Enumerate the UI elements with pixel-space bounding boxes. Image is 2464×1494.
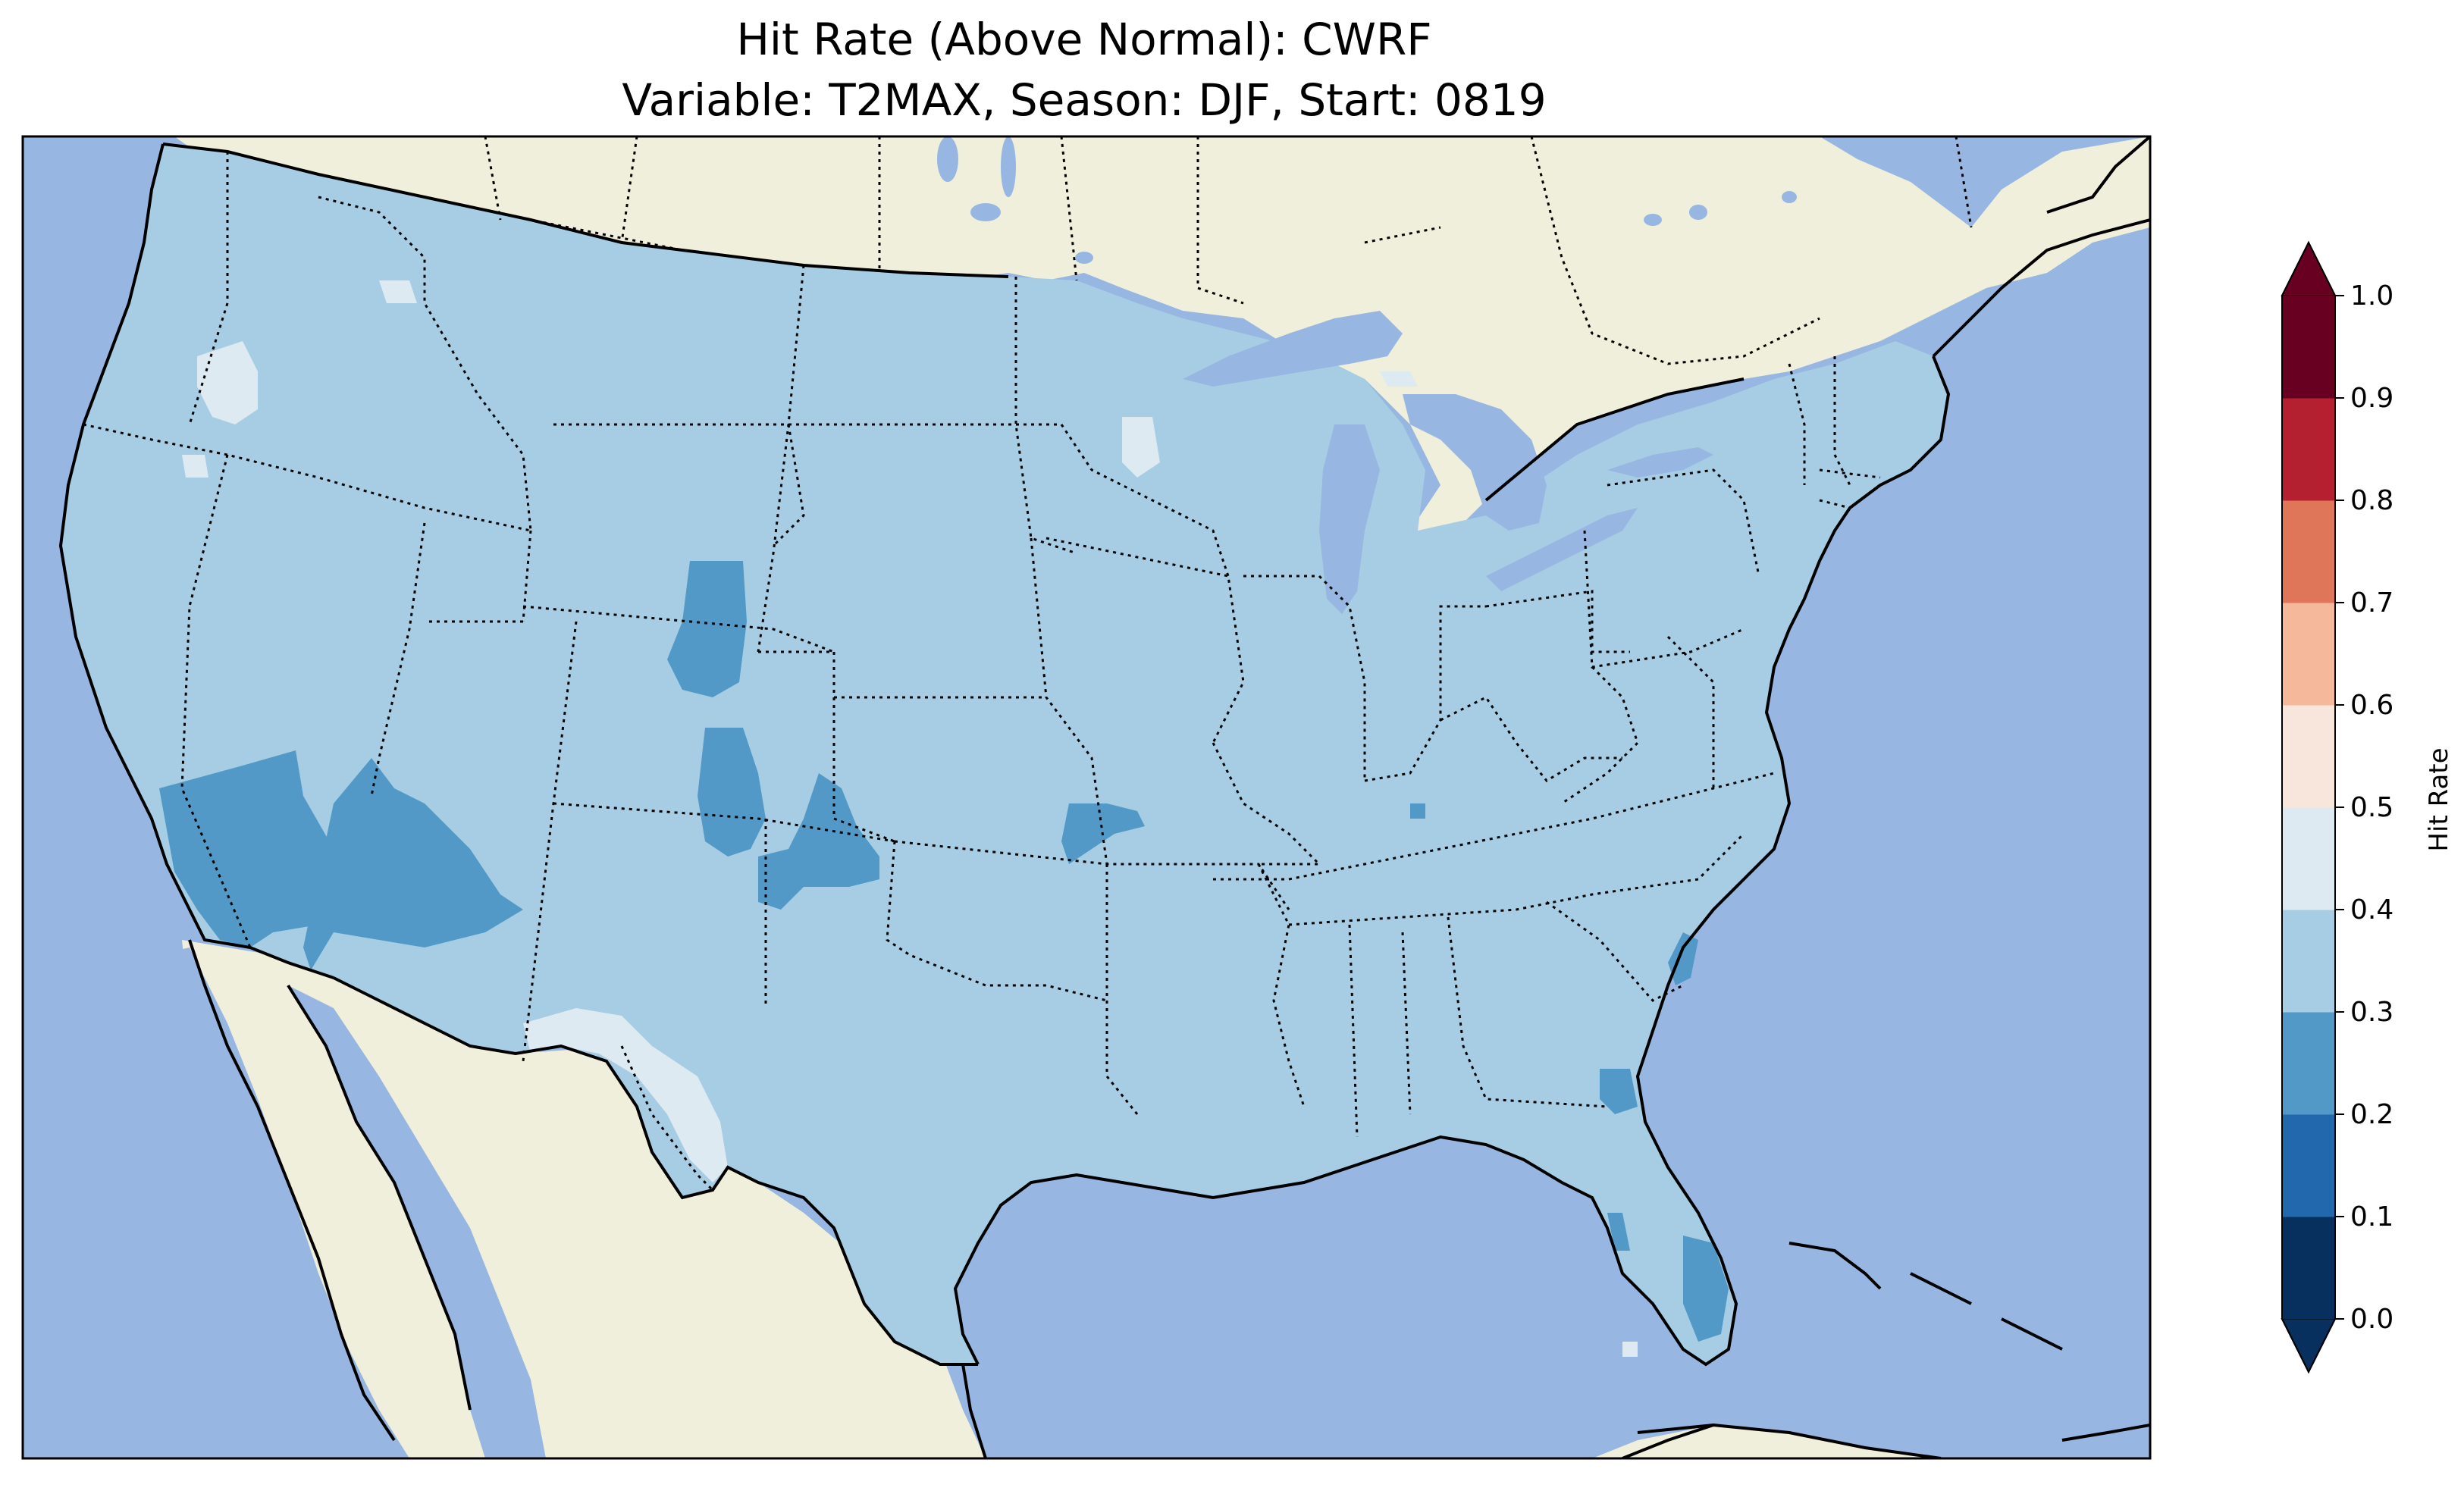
pacific-baja [23,947,409,1458]
colorbar-over-arrow [2281,240,2337,296]
colorbar-tick-label: 0.9 [2350,383,2393,414]
colorbar-tick-label: 0.2 [2350,1099,2393,1130]
colorbar-tick-label: 0.8 [2350,485,2393,516]
colorbar-tick-label: 0.6 [2350,690,2393,721]
title-line-2: Variable: T2MAX, Season: DJF, Start: 081… [622,74,1546,126]
colorbar-tick-label: 0.4 [2350,894,2393,926]
colorbar-segment [2282,398,2335,501]
low-hit-rate-regions [159,561,1729,1342]
canada-lakes [937,136,1797,264]
colorbar-label: Hit Rate [2424,747,2454,851]
cuba-land [1592,1425,1941,1458]
gulf-of-california [288,985,546,1458]
colorbar-tick-label: 0.0 [2350,1304,2393,1335]
colorbar-segment [2282,807,2335,910]
conus-field [61,144,1948,1364]
colorbar-segment [2282,1217,2335,1320]
coastlines [58,136,2150,1458]
colorbar-segment [2282,1012,2335,1115]
colorbar-tick-label: 0.3 [2350,997,2393,1028]
title-line-1: Hit Rate (Above Normal): CWRF [736,14,1431,65]
colorbar-segment [2282,603,2335,706]
colorbar-tick-label: 0.7 [2350,587,2393,619]
colorbar-tick-label: 0.1 [2350,1201,2393,1232]
colorbar: 0.0 0.1 0.2 0.3 0.4 0.5 0.6 0.7 0.8 0.9 1.0 [2281,240,2393,1374]
colorbar-segment [2282,500,2335,603]
map-frame [21,135,2152,1460]
colorbar-tick-label: 0.5 [2350,792,2393,823]
colorbar-segment [2282,1114,2335,1217]
colorbar-segment [2282,910,2335,1013]
colorbar-segment [2282,296,2335,399]
map-panel [23,136,2150,1458]
high-hit-rate-regions [182,280,1638,1357]
colorbar-segment [2282,705,2335,808]
colorbar-tick-label: 1.0 [2350,280,2393,312]
canada-land [174,136,2150,561]
colorbar-under-arrow [2281,1318,2337,1374]
great-lakes [1183,311,1713,614]
